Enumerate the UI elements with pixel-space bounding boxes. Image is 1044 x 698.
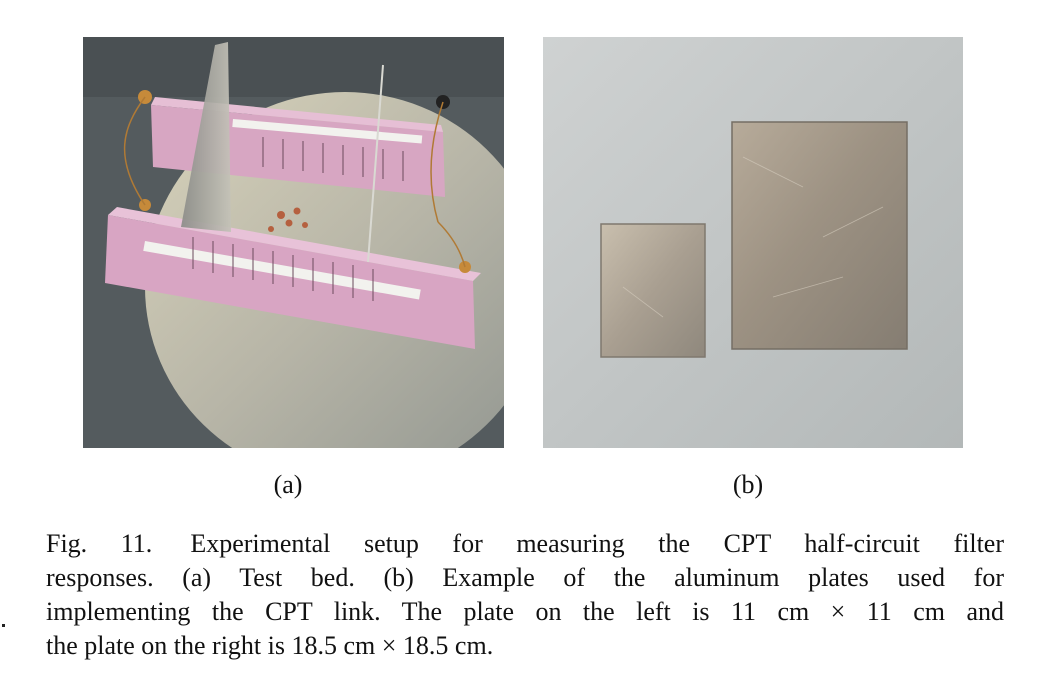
stray-mark: [2, 624, 5, 627]
test-bed-photo: [83, 37, 504, 448]
foam-bar-front: [105, 215, 475, 349]
aluminum-plates-illustration: [543, 37, 963, 448]
caption-line-2: responses. (a) Test bed. (b) Example of …: [46, 563, 1004, 592]
large-aluminum-plate: [731, 121, 908, 350]
vertical-plate-right: [367, 64, 384, 263]
figure-caption: Fig. 11. Experimental setup for measuring…: [46, 527, 1004, 663]
subfigure-label-b: (b): [732, 470, 764, 499]
caption-line-1-text: Experimental setup for measuring the CPT…: [190, 529, 1004, 558]
caption-line-1: Fig. 11. Experimental setup for measuring…: [46, 527, 1004, 561]
small-aluminum-plate: [600, 223, 706, 358]
caption-line-4: the plate on the right is 18.5 cm × 18.5…: [46, 631, 494, 660]
test-bed-illustration: [83, 37, 504, 448]
aluminum-plates-photo: [543, 37, 963, 448]
subfigure-label-a: (a): [273, 470, 303, 499]
vertical-plate-left: [181, 42, 231, 232]
caption-line-3: implementing the CPT link. The plate on …: [46, 597, 1004, 626]
figure-number: Fig. 11.: [46, 529, 153, 558]
